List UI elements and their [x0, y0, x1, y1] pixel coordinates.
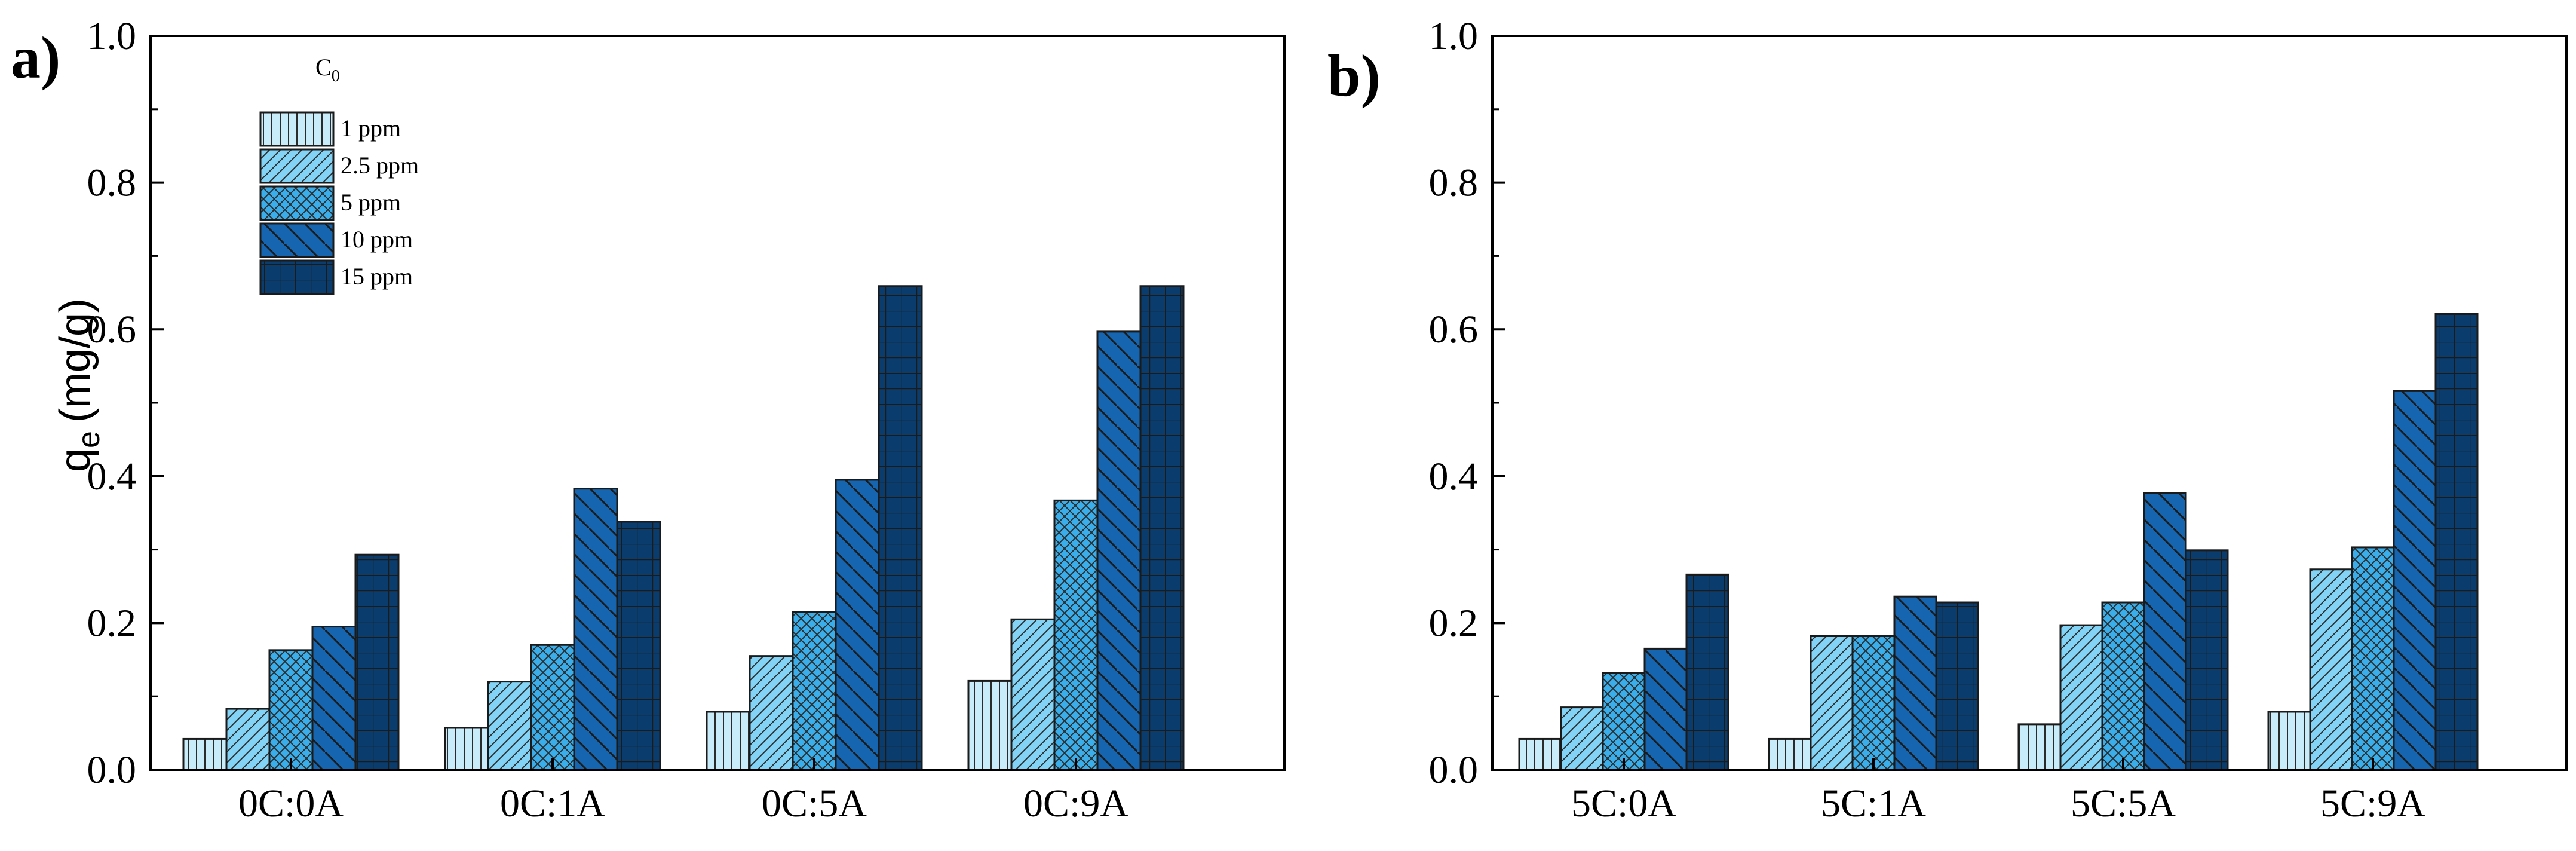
legend-swatch [259, 222, 335, 258]
legend-label: 2.5 ppm [341, 152, 419, 179]
x-tick-label: 5C:0A [1571, 782, 1676, 825]
bar-2-5-ppm-5c-5a [2059, 624, 2103, 771]
y-tick-label: 0.0 [1429, 748, 1479, 792]
bar-15-ppm-0c-0a [354, 553, 400, 771]
x-tick-label: 5C:5A [2071, 782, 2176, 825]
legend-label: 15 ppm [341, 263, 413, 290]
bar-2-5-ppm-0c-0a [225, 708, 271, 771]
legend-swatch [259, 185, 335, 221]
bar-10-ppm-0c-0a [311, 626, 357, 771]
panel-b-chart: b) 0.0 0.2 0.4 0.6 0.8 1.0 5C:0A 5C:1A 5C:5A 5C:… [1327, 14, 2568, 825]
bar-1-ppm-0c-9a [967, 679, 1013, 771]
x-tick-label: 0C:1A [500, 782, 605, 825]
y-tick-label: 0.2 [1429, 601, 1479, 645]
y-tick-label: 0.6 [87, 308, 137, 351]
bar-5-ppm-5c-1a [1851, 635, 1896, 771]
panel-a-y-axis-label: qe(mg/g) [51, 298, 106, 472]
bar-1-ppm-5c-9a [2267, 711, 2311, 771]
panel-b-label: b) [1327, 42, 1381, 109]
bar-15-ppm-0c-5a [878, 285, 923, 771]
bar-1-ppm-0c-5a [706, 711, 751, 771]
bar-5-ppm-0c-9a [1053, 499, 1099, 771]
bar-1-ppm-5c-1a [1768, 737, 1812, 771]
y-tick-label: 0.2 [87, 601, 137, 645]
legend-swatch [259, 148, 335, 184]
x-tick-label: 0C:0A [238, 782, 344, 825]
x-tick-label: 0C:9A [1023, 782, 1128, 825]
bar-1-ppm-0c-1a [444, 727, 489, 771]
bar-15-ppm-0c-9a [1139, 285, 1185, 771]
bar-10-ppm-5c-0a [1643, 647, 1688, 771]
y-tick-label: 0.4 [1429, 455, 1479, 498]
bar-10-ppm-0c-5a [835, 479, 880, 771]
bar-2-5-ppm-0c-5a [749, 655, 794, 771]
y-tick-label: 1.0 [1429, 14, 1479, 58]
bar-5-ppm-5c-5a [2101, 601, 2145, 771]
bar-1-ppm-5c-0a [1518, 737, 1562, 771]
y-tick-label: 0.4 [87, 455, 137, 498]
bar-2-5-ppm-5c-1a [1810, 635, 1854, 771]
y-tick-label: 0.8 [87, 161, 137, 205]
bar-10-ppm-0c-1a [573, 488, 618, 771]
panel-a-plot-frame [149, 35, 1286, 771]
bar-10-ppm-5c-9a [2393, 390, 2437, 771]
bar-15-ppm-0c-1a [616, 521, 661, 771]
bar-15-ppm-5c-9a [2434, 313, 2479, 771]
bar-5-ppm-0c-0a [268, 649, 314, 771]
bar-5-ppm-0c-1a [530, 644, 575, 771]
legend-swatch [259, 111, 335, 147]
panel-b-plot-frame [1491, 35, 2568, 771]
panel-a-label: a) [11, 25, 60, 91]
legend: C0 1 ppm 2.5 ppm 5 ppm 10 ppm 15 ppm [259, 54, 419, 295]
bar-15-ppm-5c-5a [2185, 549, 2229, 771]
bar-15-ppm-5c-1a [1935, 601, 1979, 771]
bar-2-5-ppm-5c-9a [2309, 568, 2353, 771]
x-tick-label: 5C:9A [2320, 782, 2425, 825]
y-tick-label: 1.0 [87, 14, 137, 58]
bar-10-ppm-5c-1a [1893, 595, 1937, 771]
bar-5-ppm-5c-0a [1602, 672, 1646, 771]
bar-1-ppm-0c-0a [182, 737, 228, 771]
y-tick-label: 0.6 [1429, 308, 1479, 351]
bar-2-5-ppm-5c-0a [1560, 706, 1604, 771]
legend-label: 5 ppm [341, 189, 401, 216]
bar-15-ppm-5c-0a [1685, 573, 1729, 771]
legend-label: 10 ppm [341, 226, 413, 253]
legend-title: C0 [315, 54, 340, 85]
y-tick-label: 0.8 [1429, 161, 1479, 205]
bar-2-5-ppm-0c-1a [487, 681, 532, 771]
bar-5-ppm-5c-9a [2351, 546, 2395, 771]
y-tick-label: 0.0 [87, 748, 137, 792]
bar-2-5-ppm-0c-9a [1010, 618, 1056, 771]
legend-swatch [259, 259, 335, 295]
bar-1-ppm-5c-5a [2017, 723, 2062, 771]
bar-10-ppm-0c-9a [1096, 330, 1142, 771]
bar-10-ppm-5c-5a [2143, 492, 2187, 771]
x-tick-label: 5C:1A [1821, 782, 1926, 825]
panel-a-chart: a) 0.0 0.2 0.4 0.6 0.8 1.0 0C:0A 0C:1A 0C:5A 0C:… [11, 14, 1286, 825]
bar-5-ppm-0c-5a [792, 611, 837, 771]
legend-label: 1 ppm [341, 115, 401, 142]
x-tick-label: 0C:5A [762, 782, 867, 825]
